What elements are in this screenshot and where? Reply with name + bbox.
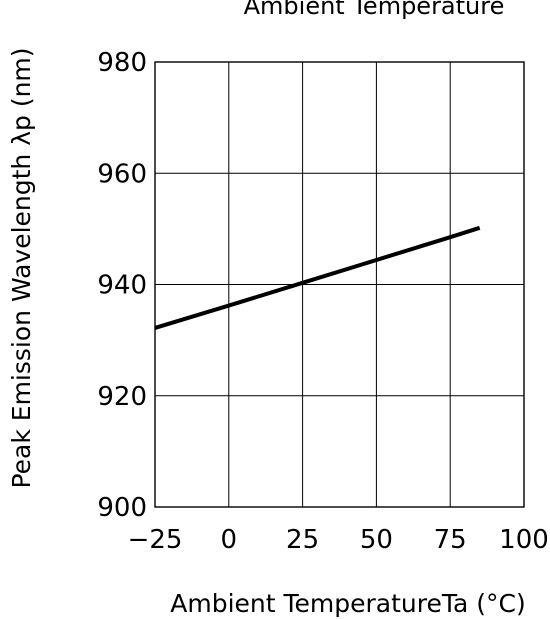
series-line-group — [154, 225, 481, 330]
y-tick-label: 940 — [97, 271, 147, 301]
x-tick-label: 25 — [286, 525, 319, 555]
y-tick-label: 960 — [97, 159, 147, 189]
y-axis-label: Peak Emission Wavelength λp (nm) — [7, 47, 36, 488]
y-tick-label: 920 — [97, 382, 147, 412]
x-tick-label: −25 — [128, 525, 183, 555]
y-tick-labels: 900 920 940 960 980 — [97, 48, 147, 523]
x-axis-label: Ambient TemperatureTa (°C) — [170, 589, 525, 618]
x-tick-label: 0 — [221, 525, 238, 555]
y-tick-label: 980 — [97, 48, 147, 78]
y-tick-label: 900 — [97, 493, 147, 523]
chart-title: Ambient Temperature — [244, 0, 505, 20]
grid — [154, 61, 525, 508]
x-tick-label: 100 — [499, 525, 549, 555]
series-line — [154, 225, 481, 330]
x-tick-label: 50 — [360, 525, 393, 555]
x-tick-labels: −25 0 25 50 75 100 — [128, 525, 549, 555]
plot-frame — [154, 61, 525, 508]
x-tick-label: 75 — [434, 525, 467, 555]
